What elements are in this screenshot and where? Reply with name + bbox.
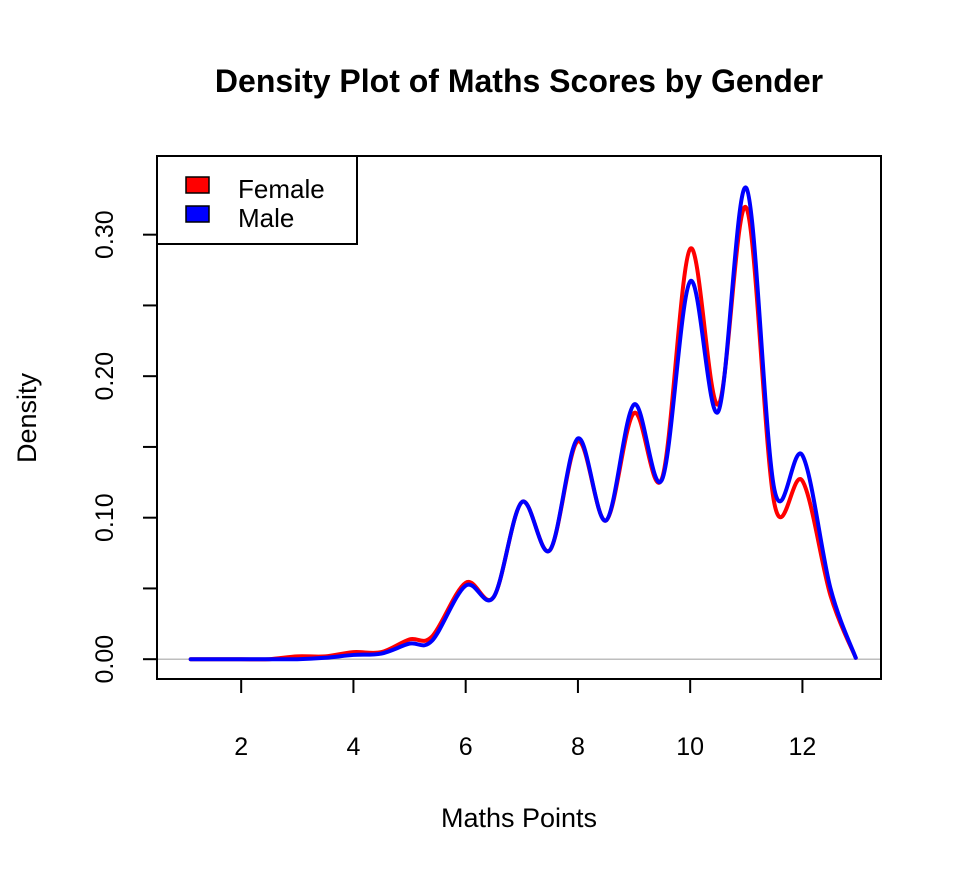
plot-frame	[156, 155, 882, 680]
x-tick-label: 8	[571, 733, 585, 761]
legend-swatch-female	[185, 176, 210, 194]
x-axis: 2 4 6 8 10 12	[234, 678, 817, 761]
legend-swatch-male	[185, 205, 210, 223]
x-tick-label: 2	[234, 733, 248, 761]
x-tick-label: 4	[346, 733, 360, 761]
y-tick-label: 0.20	[91, 352, 119, 401]
x-tick-label: 6	[459, 733, 473, 761]
y-tick-label: 0.30	[91, 210, 119, 259]
chart-title: Density Plot of Maths Scores by Gender	[215, 63, 823, 99]
legend: Female Male	[156, 155, 358, 245]
y-tick-label: 0.00	[91, 635, 119, 684]
series-lines	[188, 185, 858, 662]
x-axis-label: Maths Points	[441, 803, 597, 833]
legend-label-male: Male	[238, 203, 294, 233]
y-axis-label: Density	[12, 372, 42, 463]
y-axis: 0.00 0.10 0.20 0.30	[91, 210, 158, 684]
series-line-male	[188, 185, 858, 662]
legend-box	[156, 155, 358, 245]
x-tick-label: 10	[676, 733, 704, 761]
legend-label-female: Female	[238, 174, 325, 204]
x-tick-label: 12	[789, 733, 817, 761]
y-tick-label: 0.10	[91, 493, 119, 542]
